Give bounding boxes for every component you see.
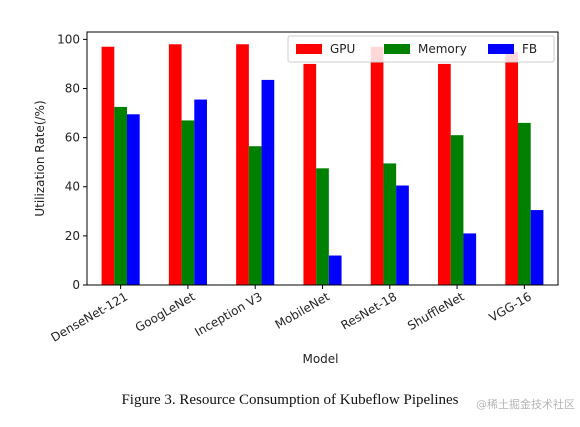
y-tick-label: 100: [57, 32, 80, 46]
legend-label-fb: FB: [522, 42, 537, 56]
y-tick-label: 0: [72, 278, 80, 292]
bar-gpu-vgg-16: [505, 51, 519, 286]
bar-gpu-googlenet: [168, 44, 182, 285]
bar-memory-vgg-16: [518, 122, 531, 285]
bar-fb-mobilenet: [328, 255, 342, 285]
y-tick-label: 20: [65, 229, 80, 243]
bar-memory-densenet-121: [114, 106, 127, 285]
watermark: @稀土掘金技术社区: [476, 398, 575, 411]
x-tick-label: VGG-16: [487, 289, 534, 324]
x-tick-label: ResNet-18: [338, 289, 399, 332]
bar-gpu-mobilenet: [303, 63, 317, 286]
bar-memory-googlenet: [181, 120, 195, 286]
y-tick-label: 80: [65, 81, 80, 95]
x-axis-label: Model: [302, 352, 338, 366]
y-tick-label: 60: [65, 131, 80, 145]
bar-fb-shufflenet: [463, 233, 477, 285]
y-tick-label: 40: [65, 180, 80, 194]
bar-memory-shufflenet: [450, 135, 464, 285]
y-axis-label: Utilization Rate(/%): [33, 100, 47, 216]
legend-label-gpu: GPU: [330, 42, 355, 56]
x-tick-label: Inception V3: [192, 289, 264, 339]
bar-memory-inception-v3: [248, 146, 262, 285]
figure-caption: Figure 3. Resource Consumption of Kubefl…: [121, 392, 459, 408]
x-tick-label: ShuffleNet: [405, 289, 467, 333]
bar-fb-resnet-18: [396, 185, 409, 285]
legend-box: [287, 35, 555, 63]
bar-fb-googlenet: [194, 99, 207, 285]
legend-swatch-gpu: [296, 44, 322, 54]
x-tick-label: DenseNet-121: [49, 289, 131, 344]
bar-gpu-shufflenet: [438, 63, 451, 286]
bar-gpu-resnet-18: [370, 46, 384, 285]
x-tick-label: MobileNet: [273, 289, 333, 331]
bar-fb-densenet-121: [126, 114, 140, 285]
bar-memory-mobilenet: [316, 168, 329, 285]
bar-fb-inception-v3: [261, 79, 275, 286]
legend-label-memory: Memory: [418, 42, 467, 56]
legend-swatch-fb: [488, 44, 514, 54]
x-tick-label: GoogLeNet: [133, 289, 198, 335]
bar-gpu-inception-v3: [236, 44, 249, 285]
bar-gpu-densenet-121: [101, 46, 115, 285]
bar-memory-resnet-18: [383, 163, 397, 285]
bar-fb-vgg-16: [530, 210, 544, 285]
legend-swatch-memory: [384, 44, 410, 54]
